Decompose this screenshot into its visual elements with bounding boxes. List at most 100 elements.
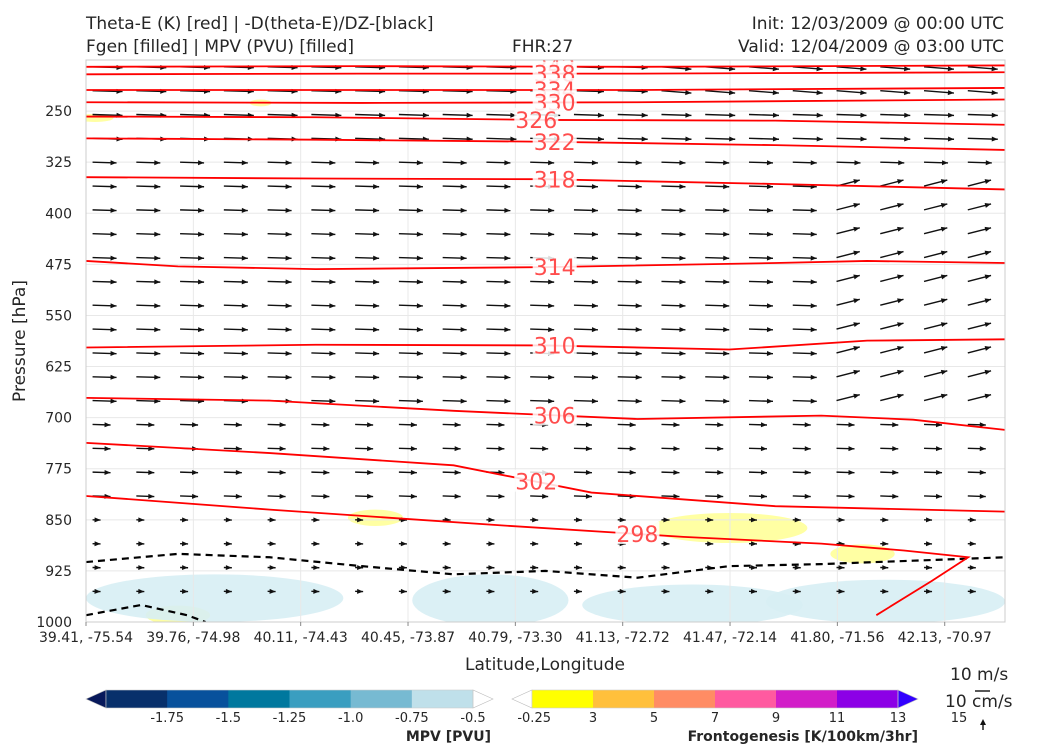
wind-vector-head — [154, 279, 161, 285]
wind-vector-head — [198, 303, 205, 309]
wind-vector-head — [679, 231, 686, 237]
wind-vector-head — [679, 398, 686, 404]
wind-vector-head — [892, 422, 899, 428]
wind-vector-head — [723, 231, 730, 237]
colorbar-swatch — [715, 690, 777, 708]
wind-vector-head — [760, 446, 767, 452]
wind-vector-head — [454, 469, 461, 475]
colorbar-extend-low — [85, 689, 107, 709]
wind-vector-head — [313, 517, 320, 523]
wind-vector-head — [269, 588, 276, 594]
wind-vector-head — [898, 160, 905, 166]
wind-vector-head — [548, 303, 555, 309]
x-axis-label: Latitude,Longitude — [465, 655, 625, 675]
colorbar-tick-label: -0.25 — [517, 711, 551, 726]
wind-vector-head — [110, 207, 117, 213]
wind-vector-head — [728, 90, 736, 96]
wind-vector-head — [591, 207, 598, 213]
colorbar-swatch — [837, 690, 899, 708]
wind-vector-head — [619, 517, 626, 523]
wind-vector-head — [663, 541, 670, 547]
wind-vector-head — [635, 231, 642, 237]
y-tick-label: 700 — [45, 411, 72, 427]
wind-vector-head — [182, 517, 189, 523]
wind-vector-head — [235, 446, 242, 452]
wind-vector-head — [947, 66, 954, 72]
colorbar-swatch — [350, 690, 413, 708]
wind-vector-head — [504, 207, 511, 213]
theta-e-contour — [86, 64, 1005, 68]
wind-vector-head — [641, 136, 648, 142]
wind-vector-head — [853, 322, 860, 328]
colorbar-tick-label: 7 — [711, 711, 719, 726]
wind-vector-head — [723, 374, 730, 380]
wind-vector-head — [940, 274, 948, 280]
wind-vector-head — [313, 565, 320, 571]
wind-vector-head — [94, 541, 101, 547]
wind-vector-head — [154, 374, 161, 380]
wind-vector-head — [984, 179, 992, 184]
wind-vector-head — [897, 346, 904, 351]
y-tick-label: 925 — [45, 564, 72, 580]
wind-vector-head — [575, 565, 582, 571]
wind-vector-head — [548, 327, 555, 333]
x-tick-label: 41.13, -72.72 — [576, 630, 670, 646]
theta-e-contour — [86, 495, 971, 616]
wind-vector-head — [182, 541, 189, 547]
wind-vector-head — [794, 517, 801, 523]
shaded-area — [766, 579, 1005, 622]
wind-vector-head — [104, 469, 111, 475]
wind-vector-head — [241, 207, 248, 213]
wind-vector-head — [416, 231, 423, 237]
wind-vector-head — [635, 160, 642, 166]
wind-vector-head — [225, 517, 232, 523]
wind-vector-head — [597, 112, 604, 118]
y-tick-label: 625 — [45, 360, 72, 376]
wind-vector-head — [323, 493, 330, 499]
wind-vector-head — [717, 493, 724, 499]
wind-vector-head — [460, 255, 467, 261]
wind-vector-head — [198, 231, 205, 237]
wind-vector-head — [940, 179, 948, 184]
wind-vector-head — [532, 517, 539, 523]
wind-vector-head — [729, 136, 736, 142]
wind-vector-head — [766, 160, 773, 166]
wind-vector-head — [279, 493, 286, 499]
wind-vector-head — [460, 303, 467, 309]
y-tick-label: 850 — [45, 513, 72, 529]
wind-vector-head — [235, 422, 242, 428]
wind-vector-head — [723, 184, 730, 190]
wind-vector-head — [810, 279, 817, 285]
wind-vector-head — [410, 446, 417, 452]
wind-vector-head — [575, 541, 582, 547]
wind-vector-head — [241, 350, 248, 356]
wind-vector-head — [416, 207, 423, 213]
wind-vector-head — [940, 393, 948, 399]
colorbar-tick-label: 13 — [890, 711, 907, 726]
wind-vector-head — [225, 565, 232, 571]
wind-vector-head — [591, 303, 598, 309]
colorbar-swatch — [411, 690, 474, 708]
wind-vector-head — [542, 446, 549, 452]
wind-vector-head — [329, 279, 336, 285]
wind-vector-head — [367, 469, 374, 475]
wind-vector-head — [285, 160, 292, 166]
wind-vector-head — [241, 327, 248, 333]
wind-vector-head — [860, 136, 867, 142]
y-tick-label: 550 — [45, 308, 72, 324]
wind-vector-head — [591, 398, 598, 404]
wind-vector-head — [935, 469, 943, 475]
wind-vector-head — [635, 255, 642, 261]
colorbar-extend-high — [897, 689, 919, 709]
wind-vector-head — [629, 446, 636, 452]
wind-vector-head — [373, 374, 380, 380]
wind-vector-head — [772, 136, 779, 142]
colorbar-tick-label: -0.75 — [395, 711, 429, 726]
wind-vector-head — [766, 327, 773, 333]
wind-vector-head — [373, 350, 380, 356]
wind-vector-head — [154, 231, 161, 237]
wind-vector-head — [984, 226, 992, 232]
wind-vector-head — [723, 207, 730, 213]
wind-vector-head — [853, 250, 860, 256]
wind-vector-head — [323, 469, 330, 475]
